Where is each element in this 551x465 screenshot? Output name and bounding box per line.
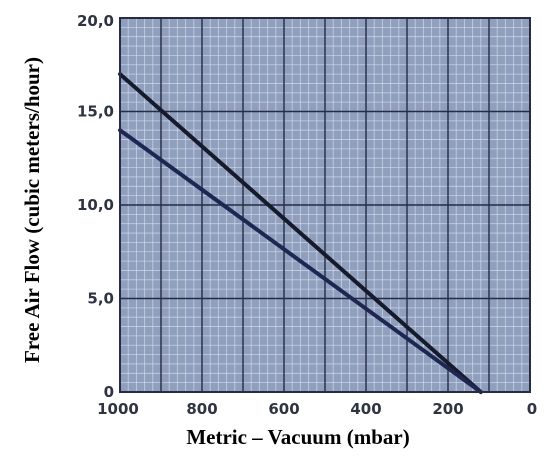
x-tick-labels: 1000 800 600 400 200 0 bbox=[97, 400, 537, 418]
x-tick-label: 0 bbox=[527, 400, 537, 418]
plot-frame bbox=[119, 17, 531, 393]
x-tick-label: 200 bbox=[432, 400, 463, 418]
y-tick-label: 15,0 bbox=[77, 103, 114, 121]
y-tick-label: 5,0 bbox=[87, 290, 114, 308]
y-tick-labels: 0 5,0 10,0 15,0 20,0 bbox=[77, 12, 114, 401]
x-axis-title: Metric – Vacuum (mbar) bbox=[186, 425, 409, 449]
data-series bbox=[118, 72, 483, 394]
y-tick-label: 10,0 bbox=[77, 196, 114, 214]
x-tick-label: 1000 bbox=[97, 400, 139, 418]
y-tick-label: 20,0 bbox=[77, 12, 114, 30]
y-axis-title: Free Air Flow (cubic meters/hour) bbox=[20, 57, 44, 363]
x-tick-label: 800 bbox=[186, 400, 217, 418]
series-line-2 bbox=[118, 128, 483, 394]
x-tick-label: 600 bbox=[268, 400, 299, 418]
x-tick-label: 400 bbox=[350, 400, 381, 418]
series-line-1 bbox=[118, 72, 483, 394]
y-tick-label: 0 bbox=[104, 383, 114, 401]
